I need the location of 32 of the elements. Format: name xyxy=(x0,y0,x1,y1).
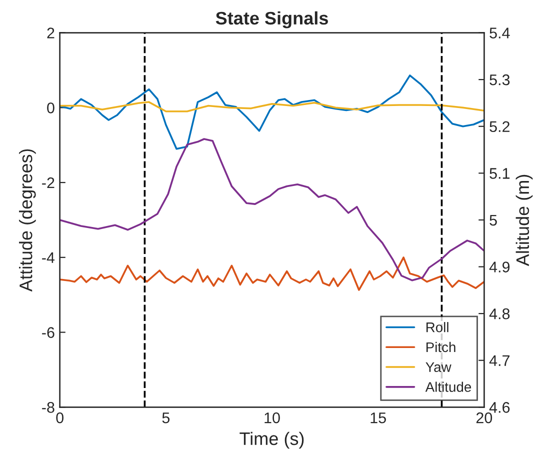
y-tick-label: 0 xyxy=(47,102,54,114)
x-tick-label: 20 xyxy=(476,412,492,424)
y-tick-label: 2 xyxy=(47,28,54,38)
y2-tick-label: 5.1 xyxy=(490,168,510,179)
y-tick-label: -8 xyxy=(42,402,54,413)
y-tick-label: -2 xyxy=(42,177,54,188)
y2-tick-label: 4.7 xyxy=(489,355,510,366)
line-series xyxy=(60,138,484,282)
x-tick-label: 5 xyxy=(162,412,170,424)
chart-title: State Signals xyxy=(216,11,328,28)
y2-tick-label: 5 xyxy=(490,214,497,226)
legend-label: Yaw xyxy=(426,362,452,372)
line-series xyxy=(60,74,484,150)
y-axis-title: Attitude (degrees) xyxy=(19,149,36,292)
y-tick-label: -6 xyxy=(42,327,54,338)
y2-tick-label: 4.8 xyxy=(489,308,510,320)
x-tick-label: 15 xyxy=(370,412,386,424)
y2-tick-label: 5.3 xyxy=(490,74,510,86)
y-tick-label: -4 xyxy=(42,252,55,263)
y2-axis-title: Altitude (m) xyxy=(516,174,533,266)
y2-tick-label: 5.4 xyxy=(490,28,510,38)
line-series xyxy=(60,256,484,291)
legend-label: Pitch xyxy=(426,342,456,352)
x-tick-label: 10 xyxy=(264,412,280,424)
y2-tick-label: 5.2 xyxy=(490,121,510,132)
x-tick-label: 0 xyxy=(56,412,64,424)
x-axis-title: Time (s) xyxy=(240,432,304,449)
legend-label: Altitude xyxy=(425,382,472,392)
line-series xyxy=(60,101,484,112)
legend-label: Roll xyxy=(426,322,448,332)
y2-tick-label: 4.6 xyxy=(489,402,510,413)
y2-tick-label: 4.9 xyxy=(489,262,510,272)
